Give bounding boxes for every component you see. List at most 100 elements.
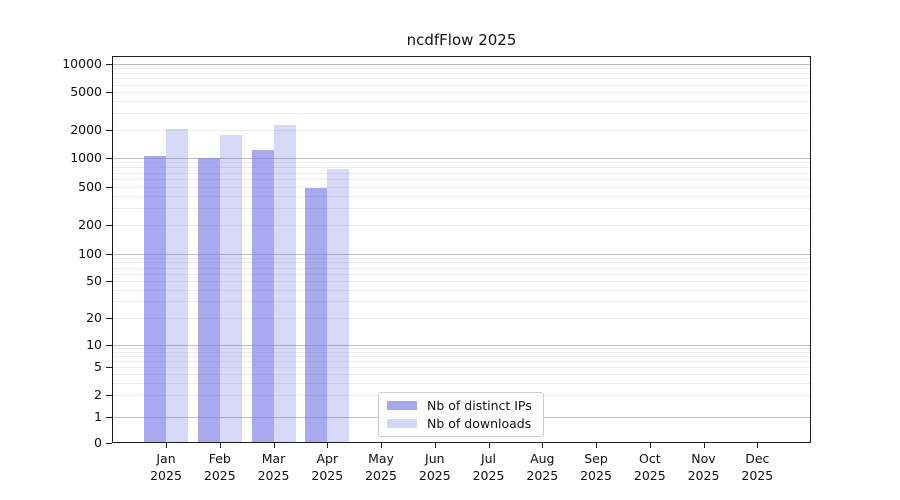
major-gridline	[112, 345, 811, 346]
x-tick-label: Sep 2025	[568, 450, 624, 484]
x-tick-year: 2025	[418, 468, 451, 483]
minor-gridline	[112, 262, 811, 264]
y-tick-label: 5	[94, 358, 102, 374]
x-tick-year: 2025	[365, 468, 397, 483]
bar-downloads-jan	[166, 128, 188, 443]
x-tick-month: Jul	[480, 451, 497, 466]
minor-gridline	[112, 162, 811, 164]
minor-gridline	[112, 348, 811, 350]
minor-gridline	[112, 366, 811, 368]
legend-swatch-distinct-ips	[387, 401, 417, 410]
minor-gridline	[112, 373, 811, 375]
minor-gridline	[112, 101, 811, 103]
minor-gridline	[112, 84, 811, 86]
y-tick-label: 200	[78, 216, 102, 232]
minor-gridline	[112, 356, 811, 358]
x-tick-mark	[273, 443, 275, 448]
x-tick-label: Mar 2025	[246, 450, 302, 484]
minor-gridline	[112, 317, 811, 319]
x-tick-mark	[703, 443, 705, 448]
minor-gridline	[112, 91, 811, 93]
x-tick-year: 2025	[526, 468, 559, 483]
x-tick-month: Mar	[261, 451, 286, 466]
major-gridline	[112, 63, 811, 65]
y-tick-label: 0	[94, 435, 102, 450]
minor-gridline	[112, 129, 811, 131]
x-tick-mark	[381, 443, 382, 448]
x-tick-year: 2025	[257, 468, 290, 483]
chart-title: ncdfFlow 2025	[406, 31, 517, 49]
x-tick-mark	[166, 443, 167, 448]
bar-distinct-ips-mar	[251, 149, 274, 443]
x-tick-year: 2025	[580, 468, 612, 483]
x-tick-month: Oct	[638, 451, 661, 466]
major-gridline	[112, 253, 811, 255]
x-tick-month: Jan	[156, 451, 176, 466]
y-tick-label: 10000	[62, 55, 102, 71]
minor-gridline	[112, 179, 811, 181]
x-tick-label: May 2025	[353, 450, 409, 484]
y-tick-label: 10	[86, 337, 102, 352]
x-tick-label: Aug 2025	[514, 450, 570, 484]
x-tick-mark	[219, 443, 221, 448]
x-tick-label: Apr 2025	[299, 450, 355, 484]
legend: Nb of distinct IPs Nb of downloads	[378, 392, 544, 437]
y-tick-label: 1	[94, 408, 102, 424]
axes-box	[112, 56, 811, 443]
x-tick-mark	[542, 443, 544, 448]
x-tick-year: 2025	[741, 468, 774, 483]
minor-gridline	[112, 281, 811, 282]
minor-gridline	[112, 196, 811, 197]
x-tick-month: Nov	[691, 451, 716, 466]
x-tick-month: Jun	[425, 451, 445, 466]
y-tick-label: 2000	[70, 121, 102, 137]
bar-distinct-ips-apr	[305, 188, 328, 443]
x-tick-year: 2025	[203, 468, 236, 483]
minor-gridline	[112, 301, 811, 303]
legend-item-distinct-ips: Nb of distinct IPs	[387, 398, 535, 413]
x-tick-mark	[327, 443, 329, 448]
y-tick-mark	[106, 395, 112, 397]
bar-downloads-feb	[219, 135, 242, 443]
minor-gridline	[112, 207, 811, 209]
y-tick-label: 5000	[70, 83, 102, 99]
minor-gridline	[112, 224, 811, 226]
x-tick-month: Apr	[316, 451, 339, 466]
minor-gridline	[112, 267, 811, 269]
y-tick-mark	[106, 158, 112, 159]
x-tick-year: 2025	[687, 468, 720, 483]
x-tick-label: Nov 2025	[676, 450, 732, 484]
y-tick-mark	[106, 443, 112, 444]
x-tick-month: May	[368, 451, 394, 466]
minor-gridline	[112, 289, 811, 291]
minor-gridline	[112, 167, 811, 169]
x-tick-year: 2025	[633, 468, 666, 483]
legend-label-distinct-ips: Nb of distinct IPs	[427, 398, 532, 413]
minor-gridline	[112, 78, 811, 80]
minor-gridline	[112, 186, 811, 188]
x-tick-mark	[434, 443, 436, 448]
y-tick-mark	[106, 317, 112, 319]
y-tick-mark	[106, 91, 112, 93]
x-tick-year: 2025	[311, 468, 344, 483]
y-tick-mark	[106, 366, 112, 368]
bar-downloads-apr	[327, 168, 350, 443]
minor-gridline	[112, 351, 811, 353]
legend-item-downloads: Nb of downloads	[387, 416, 535, 431]
y-tick-label: 2	[94, 387, 102, 403]
x-tick-label: Oct 2025	[622, 450, 678, 484]
major-gridline	[112, 158, 811, 159]
x-tick-month: Aug	[530, 451, 555, 466]
x-tick-label: Jan 2025	[138, 450, 194, 484]
x-tick-mark	[649, 443, 651, 448]
minor-gridline	[112, 382, 811, 384]
x-tick-mark	[757, 443, 759, 448]
x-tick-year: 2025	[150, 468, 182, 483]
y-tick-mark	[106, 281, 112, 282]
y-tick-mark	[106, 129, 112, 131]
minor-gridline	[112, 72, 811, 74]
minor-gridline	[112, 360, 811, 362]
minor-gridline	[112, 112, 811, 114]
